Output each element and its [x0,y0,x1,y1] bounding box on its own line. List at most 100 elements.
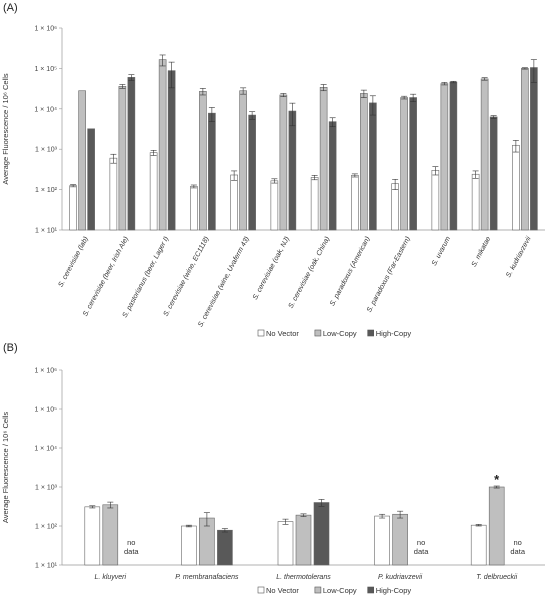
chart-a-category-label: S. pastorianus (beer, Lager I) [122,236,171,319]
chart-a-bar-high-copy [369,102,377,231]
chart-b-bar-low-copy [392,513,408,566]
chart-a-bar-high-copy [87,128,95,231]
panel-label-a: (A) [3,2,18,14]
chart-a-category-label: S. kudriavzevii [505,235,533,279]
chart-b-no-data-label: no [514,538,522,547]
chart-a-bar-no-vector [431,170,440,231]
chart-a-bar-low-copy [480,78,489,231]
chart-a-bar-high-copy [449,81,458,231]
chart-a-legend-swatch [314,329,322,337]
chart-panel-a: (A) 1 × 10¹ 1 × 10² 1 × 10³ 1 × 10⁴ 1 × 10⁵ 1… [1,2,545,338]
chart-a-bar-high-copy [208,112,216,231]
chart-a-bar-no-vector [149,152,158,231]
chart-a-bar-no-vector [471,173,480,231]
chart-a-category-label: S. mikatae [471,236,493,269]
chart-b-svg: 1 × 10¹ 1 × 10² 1 × 10³ 1 × 10⁴ 1 × 10⁵ 1 × 1… [1,368,545,595]
chart-a-legend-swatch [257,329,265,337]
chart-a-ytick-label: 1 × 10¹ [35,228,58,235]
chart-a-bar-high-copy [489,116,498,231]
chart-a-legend-label: No Vector [266,329,299,338]
chart-b-ytick-label: 1 × 10³ [35,485,58,492]
chart-b-ytick-label: 1 × 10¹ [35,563,58,570]
chart-a-bar-no-vector [230,174,238,231]
chart-b-ytick-label: 1 × 10² [35,524,58,531]
chart-b-category-label: P. kudriavzevii [378,574,423,581]
chart-b-category-label: L. thermotolerans [276,574,331,581]
chart-b-bar-high-copy [217,529,233,566]
chart-a-category-label: S. cerevisiae (oak, China) [288,236,332,310]
chart-a-ytick-label: 1 × 10³ [35,147,58,154]
chart-a-bar-low-copy [360,93,368,231]
chart-b-no-data-label: data [124,547,139,556]
chart-a-category-label: S. cerevisiae (lab) [57,236,89,289]
chart-b-bar-no-vector [374,515,390,566]
chart-b-significance-star: * [494,472,500,487]
chart-b-legend-label: Low-Copy [323,586,357,595]
chart-a-bar-no-vector [351,175,359,231]
chart-a-bar-no-vector [391,183,399,231]
chart-a-ytick-label: 1 × 10⁴ [34,106,57,113]
chart-b-category-label: T. delbrueckii [476,574,517,581]
chart-b-category-label: P. membranafaciens [175,574,239,581]
chart-a-bar-low-copy [319,87,328,231]
chart-b-no-data-label: data [510,547,525,556]
chart-b-y-axis-title: Average Fluorescence / 10⁶ Cells [1,412,10,524]
chart-a-bar-low-copy [400,97,408,231]
chart-a-bar-low-copy [279,94,288,231]
chart-b-ytick-label: 1 × 10⁵ [34,407,57,414]
chart-a-bar-high-copy [248,114,256,231]
chart-a-bar-high-copy [530,67,538,231]
chart-a-bar-low-copy [440,83,449,231]
chart-b-bar-no-vector [470,524,487,566]
chart-a-bar-no-vector [190,186,198,231]
chart-a-ytick-label: 1 × 10² [35,187,58,194]
chart-b-bar-low-copy [295,514,312,566]
chart-a-bar-no-vector [270,180,279,231]
chart-b-no-data-label: no [127,538,135,547]
chart-a-bar-high-copy [328,121,337,231]
chart-a-bar-high-copy [167,70,176,231]
chart-b-ytick-label: 1 × 10⁶ [34,368,57,375]
chart-b-bar-no-vector [181,525,197,566]
chart-a-category-label: S. cerevisiae (beer, Irish Ale) [82,236,130,318]
chart-a-legend-label: High-Copy [376,329,412,338]
chart-a-bar-no-vector [310,177,319,231]
panel-label-b: (B) [3,342,18,354]
chart-a-bar-no-vector [109,157,118,231]
chart-a-bar-low-copy [521,68,529,231]
chart-b-no-data-label: no [417,538,425,547]
chart-a-bar-low-copy [118,86,127,231]
chart-a-category-label: S. paradoxus (Far-Eastern) [366,236,412,314]
chart-panel-b: (B) 1 × 10¹ 1 × 10² 1 × 10³ 1 × 10⁴ 1 × 10⁵ 1… [0,340,550,600]
chart-b-no-data-label: data [414,547,429,556]
chart-a-category-label: S. cerevisiae (wine, Uvaferm 43) [197,236,251,329]
chart-a-category-label: S. uvarum [431,236,452,268]
chart-a-bar-no-vector [512,144,520,231]
chart-a-y-axis-title: Average Fluorescence / 10⁶ Cells [1,73,10,185]
chart-b-legend-swatch [367,586,375,594]
chart-a-bar-high-copy [288,110,297,231]
chart-a-bar-low-copy [239,90,247,231]
chart-b-bar-low-copy [102,504,119,566]
chart-a-category-label: S. paradoxus (American) [329,236,372,308]
chart-b-legend-swatch [314,586,322,594]
chart-a-bar-low-copy [158,59,167,231]
chart-a-svg: 1 × 10¹ 1 × 10² 1 × 10³ 1 × 10⁴ 1 × 10⁵ 1 × 1… [1,26,545,338]
chart-a-bar-no-vector [69,185,77,231]
chart-b-legend-label: No Vector [266,586,299,595]
chart-b-bar-no-vector [277,521,294,566]
chart-a-bar-low-copy [199,91,207,231]
chart-b-category-label: L. kluyveri [95,574,127,581]
chart-b-legend-label: High-Copy [376,586,412,595]
chart-b-bar-low-copy [488,486,505,566]
chart-a-ytick-label: 1 × 10⁵ [34,66,57,73]
chart-a-category-label: S. cerevisiae (oak, NJ) [252,236,291,301]
chart-b-bar-high-copy [313,502,330,566]
chart-b-legend-swatch [257,586,265,594]
chart-a-ytick-label: 1 × 10⁶ [34,26,57,33]
chart-a-legend-label: Low-Copy [323,329,357,338]
chart-a-category-label: S. cerevisiae (wine, EC1118) [163,236,211,318]
chart-a-bar-high-copy [127,77,136,231]
chart-a-bar-low-copy [78,90,86,231]
chart-a-bar-high-copy [409,97,417,231]
